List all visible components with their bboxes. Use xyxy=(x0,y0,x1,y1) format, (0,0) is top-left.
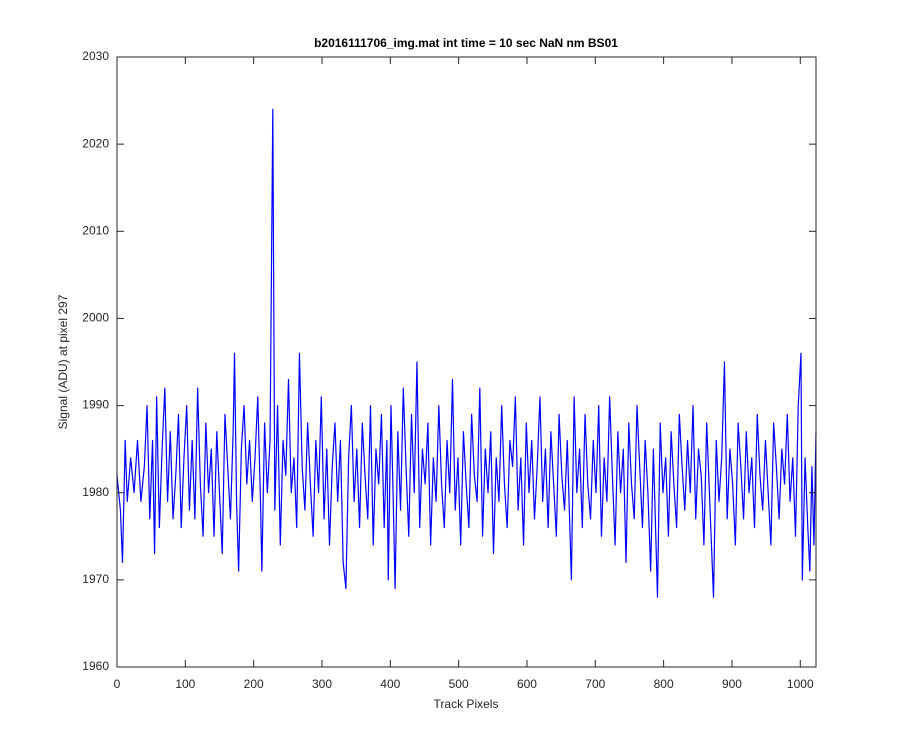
x-tick-label: 600 xyxy=(517,677,537,691)
y-tick-label: 1990 xyxy=(82,398,109,412)
x-tick-label: 500 xyxy=(449,677,469,691)
chart-title: b2016111706_img.mat int time = 10 sec Na… xyxy=(314,36,618,50)
x-tick-label: 0 xyxy=(114,677,121,691)
x-tick-label: 800 xyxy=(654,677,674,691)
x-tick-label: 300 xyxy=(312,677,332,691)
x-axis-label: Track Pixels xyxy=(434,697,499,711)
y-tick-label: 1960 xyxy=(82,659,109,673)
x-tick-label: 700 xyxy=(585,677,605,691)
y-tick-label: 2010 xyxy=(82,223,109,237)
x-tick-label: 200 xyxy=(244,677,264,691)
x-tick-label: 1000 xyxy=(787,677,814,691)
y-tick-label: 2000 xyxy=(82,311,109,325)
y-tick-label: 1970 xyxy=(82,572,109,586)
y-axis-label: Signal (ADU) at pixel 297 xyxy=(56,294,70,429)
axes-box xyxy=(116,56,817,668)
data-line xyxy=(116,108,817,598)
x-tick-label: 900 xyxy=(722,677,742,691)
y-tick-label: 2030 xyxy=(82,49,109,63)
y-tick-label: 1980 xyxy=(82,485,109,499)
x-tick-label: 400 xyxy=(380,677,400,691)
x-tick-label: 100 xyxy=(175,677,195,691)
y-tick-label: 2020 xyxy=(82,136,109,150)
